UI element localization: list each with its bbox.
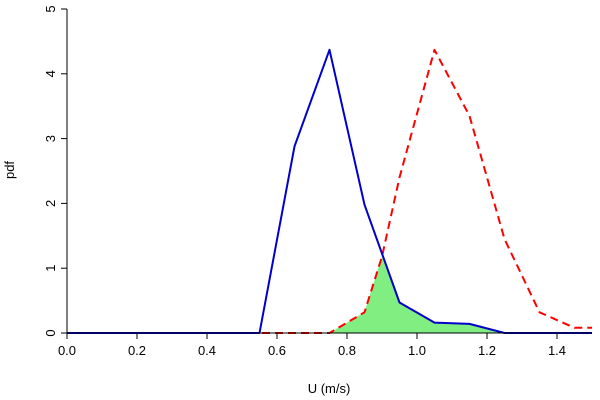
solid-series-line — [67, 48, 592, 334]
y-tick-label: 0 — [43, 329, 58, 336]
x-tick-label: 1.0 — [408, 343, 426, 358]
x-tick-label: 0.4 — [198, 343, 216, 358]
x-tick-label: 1.2 — [478, 343, 496, 358]
x-tick-label: 0.2 — [128, 343, 146, 358]
y-axis-title: pdf — [2, 161, 17, 179]
x-tick-label: 1.4 — [548, 343, 566, 358]
y-tick-label: 4 — [43, 70, 58, 77]
overlap-area-layer — [329, 256, 505, 333]
series-layer — [67, 48, 592, 334]
dashed-series-line — [67, 48, 592, 334]
y-tick-label: 2 — [43, 200, 58, 207]
axes-layer: 0.0 0.2 0.4 0.6 0.8 1.0 1.2 1.4 0 1 2 3 4 5 — [43, 5, 592, 358]
x-tick-label: 0.6 — [268, 343, 286, 358]
y-tick-label: 5 — [43, 5, 58, 12]
y-tick-label: 1 — [43, 265, 58, 272]
x-tick-label: 0.0 — [58, 343, 76, 358]
x-axis-title: U (m/s) — [308, 381, 351, 396]
y-tick-label: 3 — [43, 135, 58, 142]
x-tick-label: 0.8 — [338, 343, 356, 358]
overlap-area — [329, 256, 505, 333]
